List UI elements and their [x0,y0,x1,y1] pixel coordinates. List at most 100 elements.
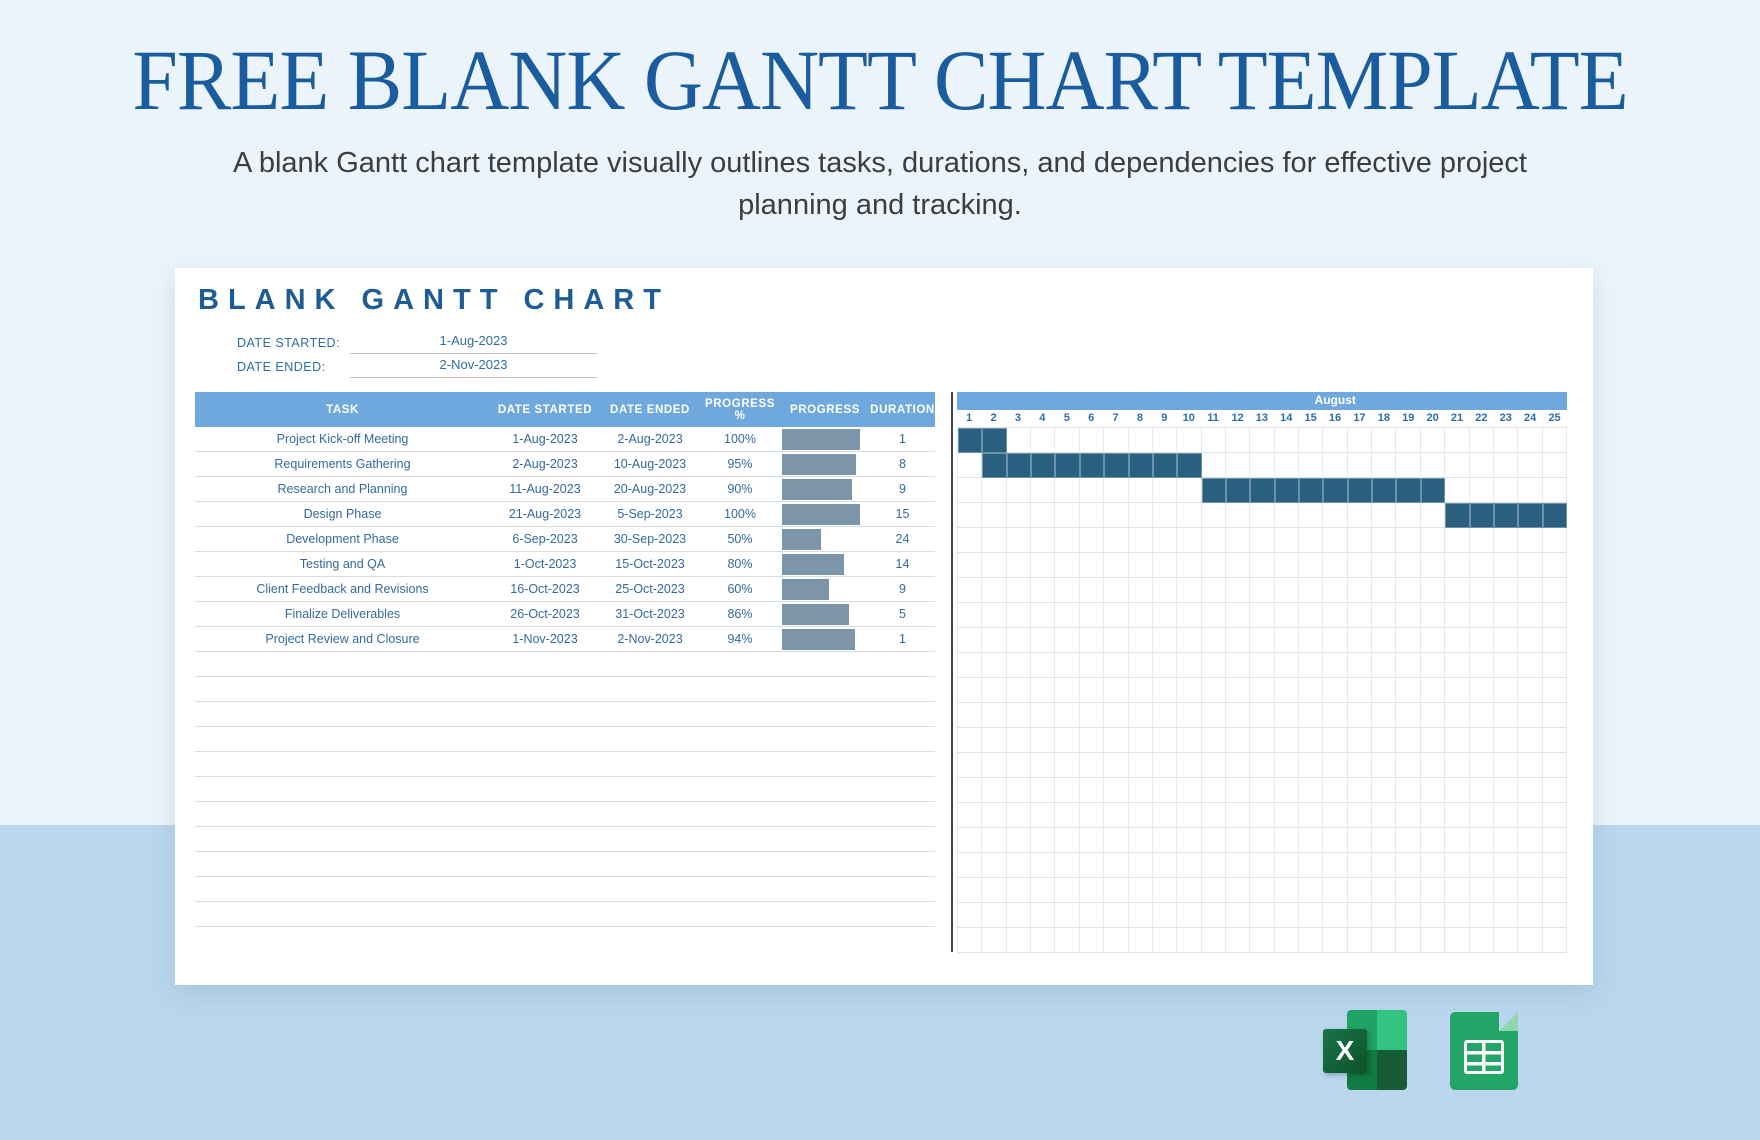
gantt-cell[interactable] [1396,778,1421,803]
gantt-cell[interactable] [1006,853,1032,878]
gantt-cell[interactable] [982,778,1007,803]
gantt-cell[interactable] [1250,928,1275,953]
gantt-cell[interactable] [1006,628,1032,653]
gantt-cell[interactable] [1347,903,1373,928]
gantt-cell[interactable] [1372,928,1397,953]
gantt-cell[interactable] [1420,553,1446,578]
gantt-cell[interactable] [1031,653,1056,678]
gantt-cell[interactable] [1250,578,1275,603]
gantt-cell[interactable] [1128,678,1153,703]
gantt-cell[interactable] [1347,528,1373,553]
gantt-cell[interactable] [1177,653,1202,678]
gantt-cell[interactable] [1055,703,1080,728]
gantt-cell[interactable] [1201,428,1226,453]
gantt-cell[interactable] [958,528,983,553]
gantt-cell[interactable] [1055,478,1080,503]
gantt-cell[interactable] [1445,578,1470,603]
gantt-cell[interactable] [1128,903,1153,928]
date-ended-field[interactable]: 2-Nov-2023 [350,354,597,378]
gantt-cell[interactable] [1250,428,1275,453]
gantt-cell[interactable] [1006,778,1032,803]
gantt-cell[interactable] [958,553,983,578]
gantt-cell[interactable] [982,903,1007,928]
gantt-cell[interactable] [1396,828,1421,853]
gantt-cell[interactable] [1104,778,1129,803]
gantt-cell[interactable] [1542,878,1567,903]
gantt-cell[interactable] [1128,478,1153,503]
gantt-cell[interactable] [1079,678,1105,703]
gantt-cell[interactable] [1079,928,1105,953]
gantt-cell[interactable] [1152,528,1178,553]
gantt-cell[interactable] [1250,728,1275,753]
gantt-cell[interactable] [1177,778,1202,803]
gantt-cell[interactable] [1079,578,1105,603]
gantt-cell[interactable] [1201,628,1226,653]
gantt-cell[interactable] [1104,603,1129,628]
gantt-cell[interactable] [1542,528,1567,553]
gantt-cell[interactable] [1055,428,1080,453]
gantt-cell[interactable] [1542,428,1567,453]
gantt-cell[interactable] [982,603,1007,628]
gantt-cell[interactable] [1518,653,1543,678]
gantt-cell[interactable] [1177,728,1202,753]
gantt-cell[interactable] [1542,478,1567,503]
gantt-cell[interactable] [1177,528,1202,553]
gantt-cell[interactable] [1445,853,1470,878]
gantt-cell[interactable] [1274,528,1300,553]
gantt-cell[interactable] [1518,728,1543,753]
gantt-cell[interactable] [982,728,1007,753]
gantt-cell[interactable] [1079,553,1105,578]
gantt-cell[interactable] [1201,453,1226,478]
gantt-cell[interactable] [1493,778,1519,803]
gantt-cell[interactable] [1274,428,1300,453]
gantt-cell[interactable] [1152,803,1178,828]
gantt-cell[interactable] [1299,678,1324,703]
gantt-cell[interactable] [1299,553,1324,578]
gantt-cell[interactable] [1493,828,1519,853]
gantt-cell[interactable] [1152,628,1178,653]
gantt-cell[interactable] [1250,628,1275,653]
gantt-cell[interactable] [1469,853,1494,878]
gantt-cell[interactable] [1250,878,1275,903]
gantt-cell[interactable] [1104,653,1129,678]
gantt-cell[interactable] [1445,903,1470,928]
gantt-cell[interactable] [1128,803,1153,828]
gantt-cell[interactable] [1177,928,1202,953]
gantt-cell[interactable] [1469,803,1494,828]
gantt-cell[interactable] [1225,803,1251,828]
gantt-cell[interactable] [1420,528,1446,553]
gantt-cell[interactable] [1006,703,1032,728]
gantt-cell[interactable] [1250,553,1275,578]
gantt-cell[interactable] [1055,578,1080,603]
gantt-cell[interactable] [1006,753,1032,778]
gantt-cell[interactable] [1274,878,1300,903]
gantt-cell[interactable] [1079,528,1105,553]
gantt-cell[interactable] [1128,703,1153,728]
gantt-cell[interactable] [1469,928,1494,953]
gantt-cell[interactable] [982,503,1007,528]
gantt-cell[interactable] [1250,653,1275,678]
gantt-cell[interactable] [1518,428,1543,453]
gantt-cell[interactable] [1542,653,1567,678]
table-row[interactable]: Client Feedback and Revisions 16-Oct-2023… [195,577,935,602]
gantt-cell[interactable] [1055,653,1080,678]
gantt-cell[interactable] [1323,428,1348,453]
gantt-cell[interactable] [1201,728,1226,753]
gantt-cell[interactable] [982,853,1007,878]
gantt-cell[interactable] [958,453,983,478]
gantt-cell[interactable] [1079,778,1105,803]
gantt-cell[interactable] [1518,628,1543,653]
gantt-cell[interactable] [1420,603,1446,628]
gantt-cell[interactable] [1396,528,1421,553]
gantt-cell[interactable] [1104,503,1129,528]
gantt-cell[interactable] [1299,853,1324,878]
gantt-cell[interactable] [1006,803,1032,828]
gantt-cell[interactable] [982,803,1007,828]
gantt-cell[interactable] [1274,703,1300,728]
gantt-cell[interactable] [1201,778,1226,803]
gantt-cell[interactable] [1201,903,1226,928]
gantt-cell[interactable] [1396,603,1421,628]
gantt-cell[interactable] [1177,703,1202,728]
gantt-cell[interactable] [1177,903,1202,928]
gantt-cell[interactable] [1469,753,1494,778]
